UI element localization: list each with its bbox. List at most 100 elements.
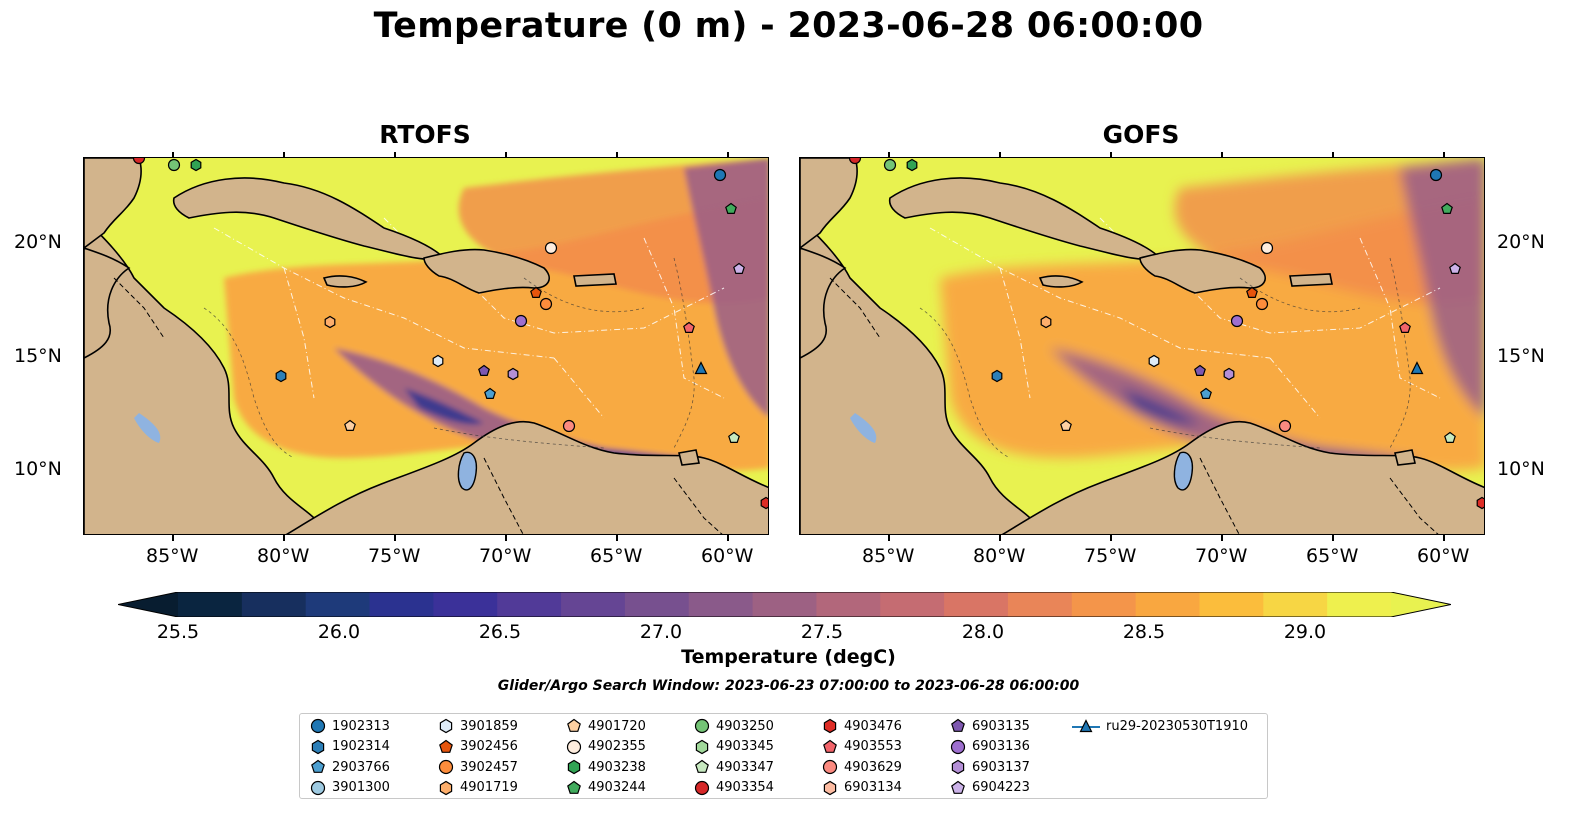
legend-label: 1902313 <box>332 718 390 734</box>
legend-marker-icon <box>1072 719 1100 733</box>
lon-tick <box>888 152 890 158</box>
lake-maracaibo <box>1173 451 1194 491</box>
legend-marker-icon <box>823 780 837 795</box>
lake-nicaragua <box>134 413 161 443</box>
lon-tick <box>727 535 729 541</box>
float-marker <box>1449 262 1461 274</box>
legend-marker-icon <box>951 718 965 732</box>
legend-label: 4903629 <box>844 759 902 775</box>
float-marker <box>539 297 553 311</box>
float-marker <box>514 314 528 328</box>
land-yucatan-north <box>84 247 131 359</box>
colorbar-tick-label: 29.0 <box>1283 621 1327 643</box>
float-marker <box>324 315 336 329</box>
lon-tick <box>1443 152 1445 158</box>
legend-label: ru29-20230530T1910 <box>1106 718 1249 734</box>
lon-tick <box>616 535 618 541</box>
lat-label-right-10: 10°N <box>1497 458 1545 480</box>
legend-item: ru29-20230530T1910 <box>1072 716 1248 736</box>
legend-label: 3901300 <box>332 780 390 795</box>
colorbar-segment <box>561 592 626 617</box>
float-marker <box>1476 496 1484 510</box>
eez-line <box>553 357 605 419</box>
float-marker <box>562 419 576 433</box>
colorbar-segment <box>944 592 1009 617</box>
border <box>1389 477 1439 534</box>
float-marker <box>1399 321 1411 333</box>
float-marker <box>1278 419 1292 433</box>
legend-marker-icon <box>310 780 326 795</box>
legend-marker-icon <box>694 780 710 795</box>
legend-item: 4903238 <box>566 757 646 777</box>
legend-label: 6903134 <box>844 780 902 795</box>
legend-marker-icon <box>438 759 454 775</box>
legend-marker-icon <box>567 780 581 794</box>
legend-item: 6903134 <box>822 778 902 798</box>
legend-label: 4903347 <box>716 759 774 775</box>
legend-item: 1902313 <box>310 716 390 736</box>
legend-marker-icon <box>311 739 325 754</box>
legend-marker-icon <box>439 739 453 753</box>
float-marker <box>478 364 490 376</box>
left-lon-label: 75°W <box>368 545 421 567</box>
bathymetry-contour <box>203 307 295 459</box>
colorbar-over-extend <box>1391 592 1451 617</box>
sea-field-purple <box>1400 158 1484 417</box>
colorbar-tick-label: 27.5 <box>800 621 844 643</box>
legend-item: 3901859 <box>438 716 518 736</box>
legend-marker-icon <box>823 739 837 753</box>
lon-tick <box>283 535 285 541</box>
float-marker <box>1410 361 1424 375</box>
legend-label: 4903345 <box>716 739 774 754</box>
colorbar-segment <box>241 592 307 617</box>
legend-label: 4901720 <box>588 718 646 734</box>
colorbar-segment <box>688 592 754 617</box>
legend-marker-icon <box>310 718 326 734</box>
left-lon-label: 80°W <box>257 545 310 567</box>
border <box>113 277 165 339</box>
lon-tick <box>1110 535 1112 541</box>
bathymetry-contour <box>1389 257 1411 449</box>
lon-tick <box>1332 535 1334 541</box>
bathymetry-contour <box>673 257 695 449</box>
legend-label: 6904223 <box>972 780 1030 795</box>
float-marker <box>1441 202 1453 214</box>
lon-tick <box>999 535 1001 541</box>
map-svg <box>84 158 768 534</box>
legend-marker-icon <box>311 759 325 773</box>
colorbar-segment <box>1135 592 1201 617</box>
legend-marker-icon <box>566 739 582 754</box>
legend-marker-icon <box>951 759 965 775</box>
eez-line <box>929 227 1271 359</box>
legend-marker-icon <box>695 739 709 754</box>
legend: 1902313 1902314 2903766 3901300 3901859 39024… <box>299 713 1268 799</box>
legend-label: 4902355 <box>588 739 646 754</box>
lon-tick <box>505 535 507 541</box>
float-marker <box>991 369 1003 383</box>
legend-marker-icon <box>694 718 710 734</box>
float-marker <box>344 419 356 431</box>
right-lon-label: 60°W <box>1417 545 1470 567</box>
legend-item: 6903135 <box>950 716 1030 736</box>
legend-label: 4901719 <box>460 780 518 795</box>
lon-tick <box>999 152 1001 158</box>
eez-line <box>463 277 725 334</box>
land-yucatan <box>84 158 142 249</box>
float-marker <box>1230 314 1244 328</box>
lat-label-left-10: 10°N <box>14 458 62 480</box>
sea-field-cool <box>334 348 704 468</box>
colorbar-tick-label: 27.0 <box>639 621 683 643</box>
lon-tick <box>888 535 890 541</box>
land-jamaica <box>1038 275 1084 288</box>
float-marker <box>190 158 202 172</box>
float-marker <box>848 158 862 165</box>
legend-item: 2903766 <box>310 757 390 777</box>
float-marker <box>694 361 708 375</box>
legend-item: 4901719 <box>438 778 518 798</box>
lon-tick <box>1332 152 1334 158</box>
legend-label: 4903238 <box>588 759 646 775</box>
legend-item: 6903137 <box>950 757 1030 777</box>
right-lon-label: 65°W <box>1306 545 1359 567</box>
float-marker <box>1255 297 1269 311</box>
colorbar-segment <box>497 592 562 617</box>
